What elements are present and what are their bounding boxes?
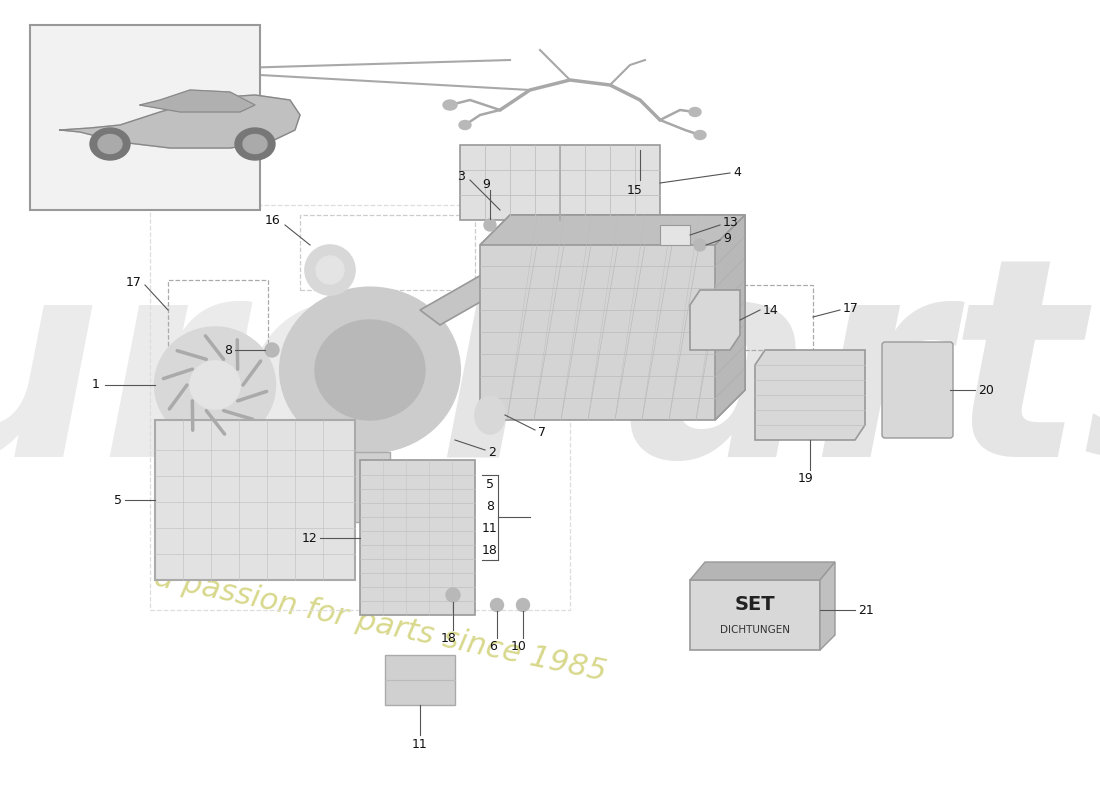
Bar	[460, 145, 660, 220]
Ellipse shape	[265, 343, 279, 357]
Text: 18: 18	[441, 631, 456, 645]
Text: 1: 1	[92, 378, 100, 391]
Text: 4: 4	[733, 166, 741, 179]
Bar	[30, 25, 260, 210]
Text: 13: 13	[723, 215, 739, 229]
Ellipse shape	[443, 100, 456, 110]
Ellipse shape	[315, 320, 425, 420]
Polygon shape	[420, 270, 510, 325]
Ellipse shape	[446, 588, 460, 602]
Text: DICHTUNGEN: DICHTUNGEN	[720, 625, 790, 635]
Text: 19: 19	[799, 471, 814, 485]
Ellipse shape	[98, 134, 122, 154]
Ellipse shape	[90, 128, 130, 160]
Text: 10: 10	[512, 639, 527, 653]
Ellipse shape	[517, 598, 529, 611]
Bar	[385, 655, 455, 705]
Bar	[360, 460, 475, 615]
Bar	[155, 420, 355, 580]
Ellipse shape	[316, 256, 344, 284]
Text: euro: euro	[0, 245, 430, 515]
Bar	[300, 215, 475, 290]
Bar	[690, 580, 820, 650]
Text: 18: 18	[482, 545, 498, 558]
Text: 11: 11	[482, 522, 498, 535]
Ellipse shape	[459, 121, 471, 130]
Text: 17: 17	[126, 275, 142, 289]
Text: 21: 21	[858, 603, 873, 617]
Text: 17: 17	[843, 302, 859, 314]
Ellipse shape	[689, 107, 701, 117]
Polygon shape	[690, 290, 740, 350]
Text: 15: 15	[627, 183, 642, 197]
Text: Parts: Parts	[440, 245, 1100, 515]
Ellipse shape	[475, 396, 505, 434]
Ellipse shape	[235, 128, 275, 160]
Ellipse shape	[155, 327, 275, 442]
Ellipse shape	[694, 130, 706, 139]
Text: 9: 9	[482, 178, 490, 190]
Ellipse shape	[491, 598, 504, 611]
Text: 6: 6	[490, 639, 497, 653]
Text: 5: 5	[114, 494, 122, 506]
Polygon shape	[60, 95, 300, 148]
Text: 2: 2	[488, 446, 496, 458]
Text: 5: 5	[486, 478, 494, 491]
Text: 9: 9	[723, 231, 730, 245]
Text: 8: 8	[486, 501, 494, 514]
Text: 20: 20	[978, 383, 994, 397]
Bar	[150, 205, 570, 610]
Polygon shape	[140, 90, 255, 112]
Ellipse shape	[280, 287, 460, 453]
Ellipse shape	[484, 219, 496, 231]
Text: a passion for parts since 1985: a passion for parts since 1985	[152, 563, 608, 687]
Text: 11: 11	[412, 738, 428, 751]
Ellipse shape	[243, 134, 267, 154]
Text: 16: 16	[264, 214, 280, 226]
Text: 14: 14	[763, 303, 779, 317]
Ellipse shape	[694, 239, 706, 251]
FancyBboxPatch shape	[882, 342, 953, 438]
Polygon shape	[715, 215, 745, 420]
Polygon shape	[820, 562, 835, 650]
Polygon shape	[690, 562, 835, 580]
Polygon shape	[480, 215, 745, 420]
Ellipse shape	[190, 361, 240, 409]
Text: 12: 12	[301, 531, 317, 545]
Text: SET: SET	[735, 595, 776, 614]
Text: 8: 8	[224, 343, 232, 357]
Polygon shape	[755, 350, 865, 440]
Bar	[660, 225, 690, 245]
Ellipse shape	[305, 245, 355, 295]
Bar	[350, 452, 390, 522]
Text: 3: 3	[458, 170, 465, 183]
Text: 7: 7	[538, 426, 546, 438]
Bar	[718, 285, 813, 350]
Polygon shape	[480, 215, 745, 245]
Bar	[168, 280, 268, 350]
